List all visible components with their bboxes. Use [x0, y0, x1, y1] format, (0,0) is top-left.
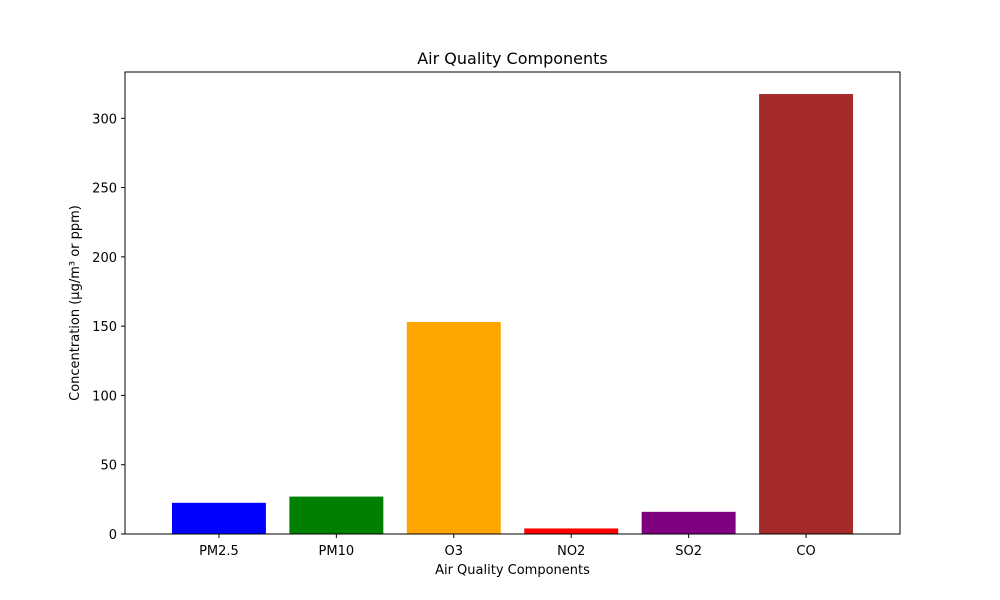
y-tick-label: 150 [92, 320, 117, 335]
x-tick-label: PM10 [319, 544, 355, 559]
y-tick-label: 100 [92, 389, 117, 404]
y-tick-label: 0 [109, 528, 117, 543]
bar-pm2-5 [171, 502, 266, 534]
x-axis-label: Air Quality Components [435, 563, 590, 578]
bar-co [759, 94, 854, 535]
y-axis-label: Concentration (µg/m³ or ppm) [68, 205, 83, 401]
x-tick-label: O3 [445, 544, 464, 559]
x-tick-label: NO2 [557, 544, 585, 559]
bar-pm10 [289, 496, 384, 534]
bar-o3 [406, 321, 501, 534]
x-tick-label: CO [796, 544, 815, 559]
y-axis-ticks: 0 50 100 150 200 250 300 [92, 112, 125, 543]
y-tick-label: 50 [100, 459, 117, 474]
y-tick-label: 300 [92, 112, 117, 127]
bar-no2 [524, 528, 619, 534]
bar-so2 [641, 511, 736, 534]
chart-title: Air Quality Components [417, 49, 608, 68]
x-tick-label: PM2.5 [199, 544, 239, 559]
bars-group [171, 94, 854, 535]
y-tick-label: 200 [92, 251, 117, 266]
x-tick-label: SO2 [675, 544, 702, 559]
y-tick-label: 250 [92, 182, 117, 197]
plot-frame [124, 71, 901, 535]
x-axis-ticks: PM2.5 PM10 O3 NO2 SO2 CO [199, 534, 816, 559]
